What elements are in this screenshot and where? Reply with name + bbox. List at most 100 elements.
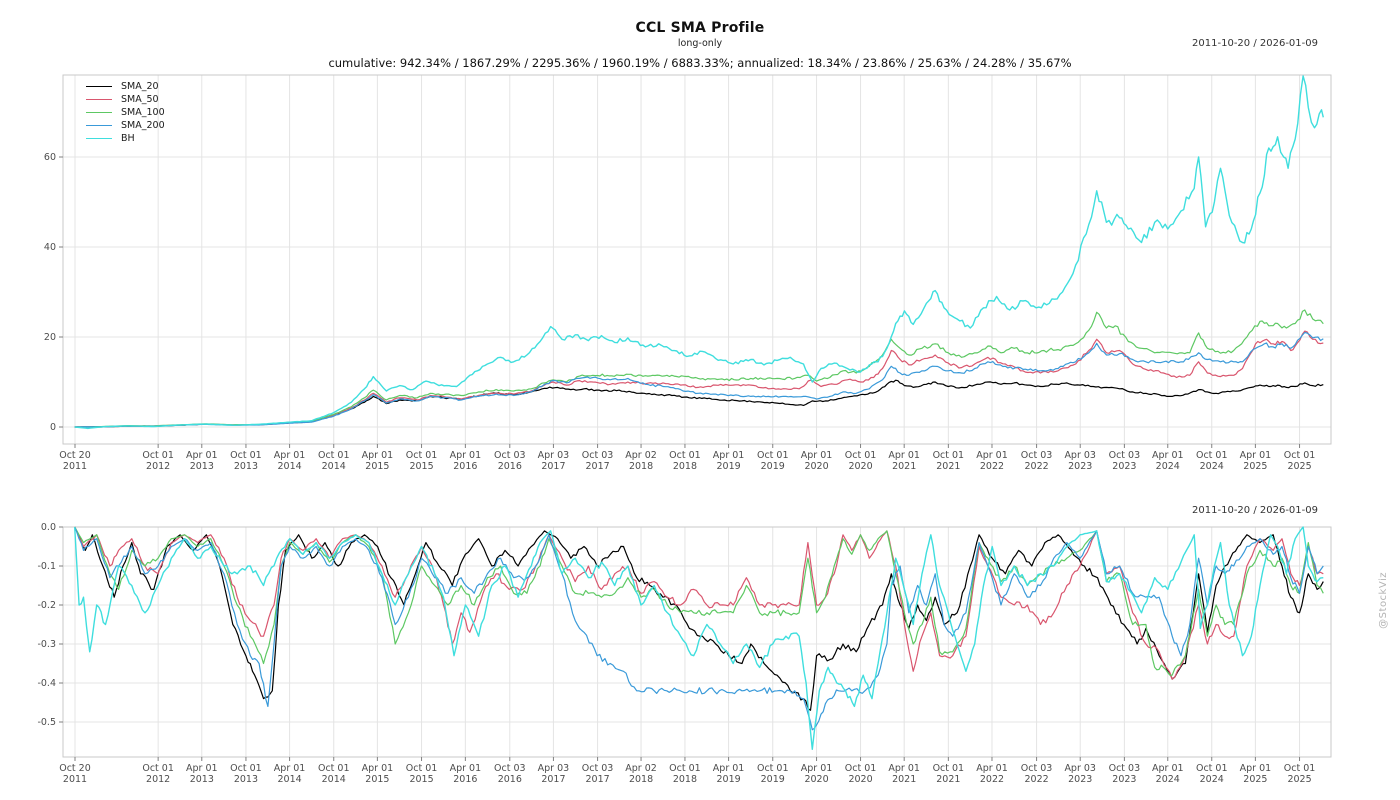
date-range-label-bottom: 2011-10-20 / 2026-01-09: [1192, 505, 1318, 516]
x-tick-label: Oct 03: [1109, 450, 1141, 461]
x-tick-label-year: 2015: [365, 774, 389, 785]
legend-item-SMA_100: SMA_100: [86, 106, 165, 119]
x-tick-label-year: 2018: [629, 774, 653, 785]
x-tick-label-year: 2018: [673, 774, 697, 785]
x-tick-label: Oct 01: [757, 763, 789, 774]
x-tick-label: Oct 01: [230, 450, 262, 461]
x-tick-label-year: 2013: [190, 461, 214, 472]
x-tick-label-year: 2021: [936, 461, 960, 472]
x-tick-label: Oct 03: [1021, 763, 1053, 774]
x-tick-label-year: 2022: [980, 774, 1004, 785]
x-tick-label-year: 2022: [1024, 774, 1048, 785]
x-tick-label: Apr 01: [450, 450, 482, 461]
x-tick-label: Oct 03: [494, 450, 526, 461]
x-tick-label-year: 2014: [322, 461, 346, 472]
performance-stats-line: cumulative: 942.34% / 1867.29% / 2295.36…: [328, 56, 1072, 70]
x-tick-label: Oct 01: [406, 450, 438, 461]
legend-line-swatch: [86, 99, 112, 100]
x-tick-label-year: 2025: [1243, 774, 1267, 785]
x-tick-label-year: 2016: [453, 774, 477, 785]
x-tick-label: Apr 01: [362, 763, 394, 774]
x-tick-label-year: 2019: [761, 461, 785, 472]
page-title: CCL SMA Profile: [635, 20, 765, 36]
x-tick-label: Apr 01: [186, 763, 218, 774]
x-tick-label: Oct 03: [1109, 763, 1141, 774]
legend-item-SMA_50: SMA_50: [86, 93, 165, 106]
x-tick-label: Apr 02: [625, 450, 657, 461]
x-tick-label-year: 2016: [498, 774, 522, 785]
x-tick-label-year: 2021: [892, 774, 916, 785]
x-tick-label-year: 2020: [804, 461, 828, 472]
x-tick-label: Oct 01: [230, 763, 262, 774]
x-tick-label-year: 2024: [1156, 774, 1180, 785]
x-tick-label-year: 2015: [409, 461, 433, 472]
y-tick-label: 0.0: [41, 522, 56, 533]
x-tick-label: Apr 01: [801, 763, 833, 774]
y-tick-label: -0.4: [37, 678, 56, 689]
x-tick-label: Oct 01: [406, 763, 438, 774]
x-tick-label-year: 2022: [1024, 461, 1048, 472]
x-tick-label-year: 2020: [848, 774, 872, 785]
x-tick-label: Apr 03: [538, 763, 570, 774]
x-tick-label-year: 2017: [541, 461, 565, 472]
x-tick-label-year: 2013: [234, 774, 258, 785]
series-line-BH: [74, 526, 1324, 750]
x-tick-label: Oct 01: [1196, 450, 1228, 461]
x-tick-label-year: 2024: [1200, 461, 1224, 472]
x-tick-label: Oct 03: [582, 763, 614, 774]
x-tick-label: Apr 01: [976, 763, 1008, 774]
x-tick-label: Oct 01: [757, 450, 789, 461]
x-tick-label: Oct 01: [845, 763, 877, 774]
series-line-SMA_100: [74, 309, 1324, 428]
x-tick-label-year: 2017: [585, 461, 609, 472]
x-tick-label: Oct 01: [142, 763, 174, 774]
x-tick-label: Apr 03: [1064, 450, 1096, 461]
x-tick-label: Oct 20: [59, 763, 91, 774]
chart-legend: SMA_20 SMA_50 SMA_100 SMA_200 BH: [86, 80, 165, 145]
x-tick-label: Oct 01: [318, 450, 350, 461]
x-tick-label-year: 2017: [541, 774, 565, 785]
x-tick-label: Apr 01: [1152, 763, 1184, 774]
x-tick-label: Apr 01: [1240, 763, 1272, 774]
x-tick-label-year: 2013: [234, 461, 258, 472]
x-tick-label-year: 2023: [1112, 461, 1136, 472]
legend-label: SMA_200: [121, 120, 165, 131]
legend-line-swatch: [86, 112, 112, 113]
x-tick-label: Apr 01: [450, 763, 482, 774]
x-tick-label: Apr 01: [362, 450, 394, 461]
x-tick-label-year: 2018: [673, 461, 697, 472]
x-tick-label: Oct 01: [1196, 763, 1228, 774]
plot-border: [62, 526, 1332, 758]
x-tick-label-year: 2016: [453, 461, 477, 472]
x-tick-label: Oct 20: [59, 450, 91, 461]
chart-subtitle: long-only: [677, 38, 723, 49]
x-tick-label: Apr 02: [625, 763, 657, 774]
x-tick-label-year: 2023: [1068, 461, 1092, 472]
x-tick-label: Apr 01: [186, 450, 218, 461]
legend-item-BH: BH: [86, 132, 165, 145]
x-tick-label: Apr 01: [274, 450, 306, 461]
x-tick-label-year: 2019: [716, 461, 740, 472]
x-tick-label: Apr 01: [713, 763, 745, 774]
x-tick-label-year: 2024: [1156, 461, 1180, 472]
x-tick-label: Apr 01: [713, 450, 745, 461]
x-tick-label-year: 2021: [892, 461, 916, 472]
x-tick-label: Apr 01: [1152, 450, 1184, 461]
x-tick-label: Oct 01: [1284, 763, 1316, 774]
date-range-label-top: 2011-10-20 / 2026-01-09: [1192, 38, 1318, 49]
stockviz-watermark: @StockViz: [1378, 572, 1389, 629]
legend-label: SMA_20: [121, 81, 159, 92]
x-tick-label-year: 2013: [190, 774, 214, 785]
y-tick-label: 40: [44, 242, 56, 253]
legend-label: BH: [121, 133, 135, 144]
series-line-SMA_20: [74, 526, 1324, 711]
x-tick-label-year: 2021: [936, 774, 960, 785]
x-tick-label: Apr 01: [976, 450, 1008, 461]
x-tick-label-year: 2025: [1287, 461, 1311, 472]
x-tick-label-year: 2020: [848, 461, 872, 472]
x-tick-label-year: 2014: [277, 461, 301, 472]
x-tick-label: Apr 01: [274, 763, 306, 774]
x-tick-label-year: 2012: [146, 461, 170, 472]
x-tick-label: Oct 01: [845, 450, 877, 461]
